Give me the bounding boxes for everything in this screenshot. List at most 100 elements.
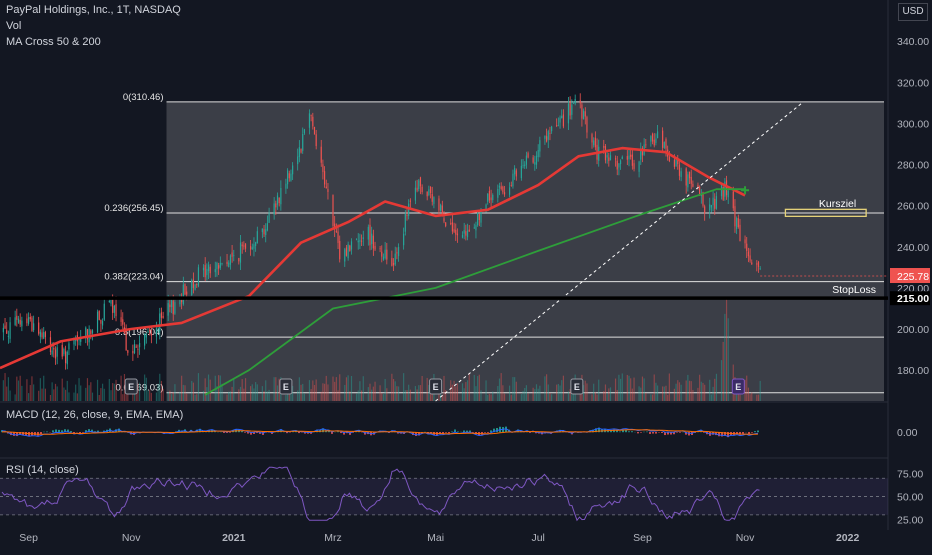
candle[interactable] (385, 250, 386, 259)
candle[interactable] (238, 258, 239, 261)
candle[interactable] (299, 147, 300, 157)
candle[interactable] (8, 336, 9, 337)
candle[interactable] (287, 171, 288, 185)
candle[interactable] (591, 134, 592, 142)
candle[interactable] (121, 317, 122, 322)
candle[interactable] (216, 263, 217, 269)
candle[interactable] (739, 225, 740, 241)
candle[interactable] (92, 330, 93, 333)
candle[interactable] (452, 222, 453, 231)
candle[interactable] (6, 330, 7, 333)
candle[interactable] (699, 187, 700, 195)
candle[interactable] (756, 263, 757, 264)
candle[interactable] (371, 234, 372, 244)
candle[interactable] (146, 334, 147, 337)
candle[interactable] (480, 212, 481, 223)
candle[interactable] (440, 205, 441, 211)
candle[interactable] (568, 104, 569, 124)
candle[interactable] (53, 348, 54, 349)
candle[interactable] (716, 196, 717, 209)
candle[interactable] (556, 125, 557, 126)
candle[interactable] (652, 134, 653, 142)
candle[interactable] (279, 198, 280, 203)
candle[interactable] (369, 225, 370, 245)
candle[interactable] (144, 335, 145, 346)
candle[interactable] (26, 318, 27, 323)
candle[interactable] (359, 240, 360, 241)
candle[interactable] (349, 246, 350, 251)
candle[interactable] (183, 285, 184, 305)
candle[interactable] (551, 127, 552, 132)
candle[interactable] (41, 333, 42, 338)
candle[interactable] (713, 198, 714, 205)
candle[interactable] (639, 161, 640, 171)
candle[interactable] (512, 174, 513, 187)
candle[interactable] (311, 115, 312, 116)
candle[interactable] (336, 231, 337, 232)
candle[interactable] (380, 248, 381, 249)
candle[interactable] (509, 187, 510, 194)
candle[interactable] (220, 263, 221, 268)
candle[interactable] (43, 332, 44, 339)
candle[interactable] (608, 157, 609, 160)
candle[interactable] (158, 330, 159, 331)
candle[interactable] (126, 331, 127, 350)
candle[interactable] (593, 140, 594, 145)
candle[interactable] (30, 317, 31, 319)
candle[interactable] (511, 185, 512, 186)
candle[interactable] (358, 241, 359, 243)
candle[interactable] (632, 155, 633, 166)
candle[interactable] (499, 186, 500, 188)
candle[interactable] (300, 149, 301, 153)
candle[interactable] (193, 280, 194, 288)
candle[interactable] (465, 231, 466, 236)
candle[interactable] (746, 244, 747, 251)
candle[interactable] (18, 319, 19, 323)
candle[interactable] (65, 351, 66, 363)
candle[interactable] (226, 262, 227, 264)
candle[interactable] (664, 142, 665, 148)
candle[interactable] (114, 306, 115, 313)
candle[interactable] (109, 301, 110, 302)
candle[interactable] (16, 316, 17, 320)
candle[interactable] (28, 317, 29, 324)
candle[interactable] (361, 241, 362, 242)
candle[interactable] (218, 265, 219, 269)
candle[interactable] (232, 253, 233, 257)
candle[interactable] (454, 229, 455, 232)
candle[interactable] (595, 138, 596, 148)
candle[interactable] (558, 125, 559, 126)
candle[interactable] (410, 201, 411, 202)
candle[interactable] (464, 230, 465, 233)
candle[interactable] (322, 164, 323, 172)
candle[interactable] (487, 194, 488, 202)
candle[interactable] (346, 247, 347, 255)
candle[interactable] (179, 300, 180, 305)
candle[interactable] (546, 136, 547, 141)
currency-badge[interactable]: USD (898, 3, 928, 21)
candle[interactable] (610, 155, 611, 160)
candle[interactable] (186, 292, 187, 295)
candle[interactable] (580, 100, 581, 103)
candle[interactable] (655, 138, 656, 142)
candle[interactable] (324, 171, 325, 184)
candle[interactable] (242, 244, 243, 246)
candle[interactable] (628, 156, 629, 160)
candle[interactable] (477, 212, 478, 225)
candle[interactable] (457, 234, 458, 236)
candle[interactable] (208, 265, 209, 271)
candle[interactable] (57, 347, 58, 356)
candle[interactable] (398, 247, 399, 256)
candle[interactable] (563, 115, 564, 127)
candle[interactable] (534, 162, 535, 164)
candle[interactable] (691, 177, 692, 184)
candle[interactable] (304, 129, 305, 133)
candle[interactable] (90, 330, 91, 334)
candle[interactable] (654, 140, 655, 146)
candle[interactable] (255, 242, 256, 246)
candle[interactable] (689, 172, 690, 178)
candle[interactable] (321, 147, 322, 163)
candle[interactable] (383, 257, 384, 260)
candle[interactable] (102, 321, 103, 325)
